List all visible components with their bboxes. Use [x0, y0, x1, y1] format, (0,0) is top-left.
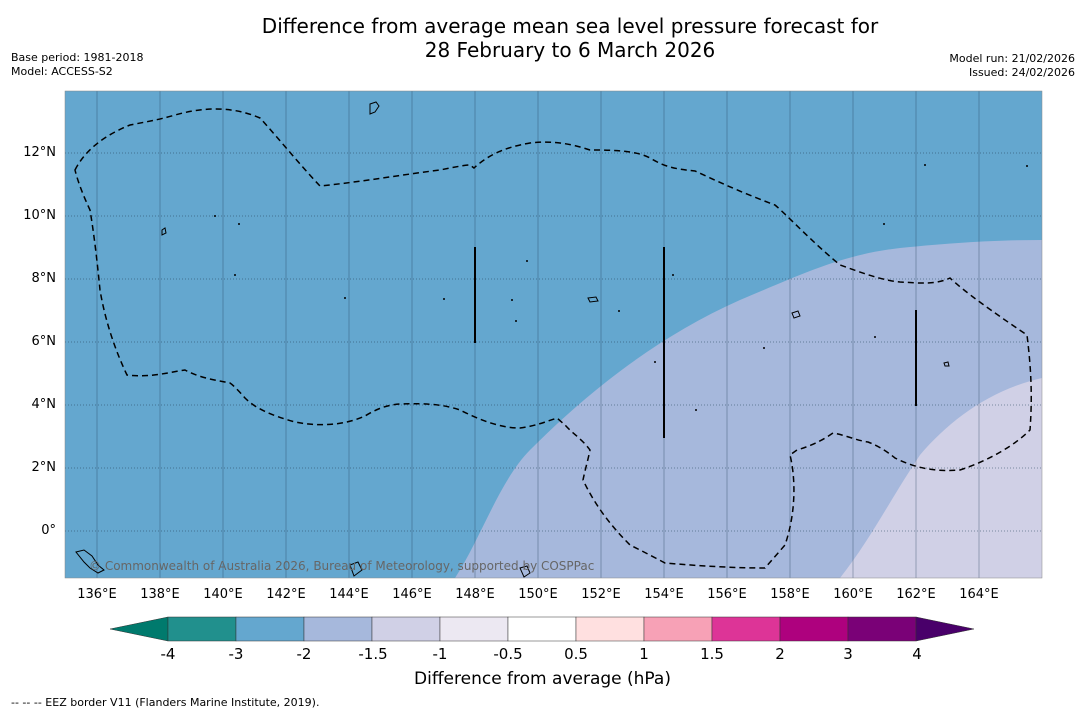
lon-tick-144e: 144°E — [329, 587, 369, 602]
lon-tick-138e: 138°E — [140, 587, 180, 602]
cbar-tick: -3 — [228, 645, 244, 663]
lon-tick-154e: 154°E — [644, 587, 684, 602]
lon-tick-136e: 136°E — [77, 587, 117, 602]
colorbar-segment — [643, 616, 713, 642]
chart-title: Difference from average mean sea level p… — [0, 14, 1085, 62]
parallel-lines — [65, 152, 1042, 532]
lon-tick-164e: 164°E — [959, 587, 999, 602]
lon-tick-148e: 148°E — [455, 587, 495, 602]
lat-tick-2n: 2°N — [31, 460, 57, 475]
lon-tick-152e: 152°E — [581, 587, 621, 602]
colorbar-extend-min — [109, 616, 169, 642]
lat-tick-0: 0° — [41, 523, 56, 538]
reef-markers — [474, 247, 917, 438]
lon-tick-150e: 150°E — [518, 587, 558, 602]
cbar-tick: 1 — [639, 645, 649, 663]
lon-tick-156e: 156°E — [707, 587, 747, 602]
colorbar-segment — [507, 616, 577, 642]
cbar-tick: -1.5 — [358, 645, 388, 663]
eez-legend-note: -- -- -- EEZ border V11 (Flanders Marine… — [11, 696, 320, 709]
base-period-text: Base period: 1981-2018 — [11, 51, 144, 64]
cbar-tick: 0.5 — [564, 645, 588, 663]
model-run-text: Model run: 21/02/2026 — [949, 52, 1075, 65]
colorbar-segment — [779, 616, 849, 642]
title-line-2: 28 February to 6 March 2026 — [424, 38, 716, 62]
colorbar-segment — [235, 616, 305, 642]
island-outlines — [75, 101, 950, 578]
cbar-tick: -1 — [432, 645, 448, 663]
cbar-tick: 4 — [912, 645, 922, 663]
cbar-tick: -4 — [160, 645, 176, 663]
lon-tick-160e: 160°E — [833, 587, 873, 602]
lon-tick-140e: 140°E — [203, 587, 243, 602]
cbar-tick: -2 — [296, 645, 312, 663]
colorbar-segment — [371, 616, 441, 642]
small-islets — [214, 164, 1028, 411]
lat-tick-10n: 10°N — [23, 208, 56, 223]
lon-tick-142e: 142°E — [266, 587, 306, 602]
cbar-tick: -0.5 — [493, 645, 523, 663]
cbar-tick: 3 — [843, 645, 853, 663]
colorbar-segment — [575, 616, 645, 642]
meta-left: Base period: 1981-2018 Model: ACCESS-S2 — [11, 51, 143, 79]
issued-text: Issued: 24/02/2026 — [968, 66, 1075, 79]
lat-tick-12n: 12°N — [23, 145, 56, 160]
colorbar-segment — [303, 616, 373, 642]
lon-tick-158e: 158°E — [770, 587, 810, 602]
map-plot-area — [65, 91, 1042, 578]
meta-right: Model run: 21/02/2026 Issued: 24/02/2026 — [949, 52, 1075, 80]
meridian-lines — [96, 91, 980, 578]
model-text: Model: ACCESS-S2 — [11, 65, 113, 78]
map-frame — [64, 90, 1043, 579]
cbar-tick: 2 — [775, 645, 785, 663]
copyright-notice: © Commonwealth of Australia 2026, Bureau… — [89, 559, 595, 573]
anomaly-region-minus-1.5-to-minus-2 — [455, 240, 1042, 578]
colorbar-segment — [439, 616, 509, 642]
anomaly-region-minus-1-to-minus-1.5 — [840, 378, 1042, 578]
lat-tick-4n: 4°N — [31, 397, 57, 412]
title-line-1: Difference from average mean sea level p… — [261, 14, 879, 38]
lon-tick-162e: 162°E — [896, 587, 936, 602]
colorbar — [109, 616, 975, 642]
lat-tick-6n: 6°N — [31, 334, 57, 349]
eez-border — [74, 108, 1032, 569]
lat-tick-8n: 8°N — [31, 271, 57, 286]
colorbar-segment — [167, 616, 237, 642]
cbar-tick: 1.5 — [700, 645, 724, 663]
colorbar-segment — [847, 616, 917, 642]
colorbar-title: Difference from average (hPa) — [414, 669, 671, 689]
colorbar-extend-max — [915, 616, 975, 642]
colorbar-segment — [711, 616, 781, 642]
lon-tick-146e: 146°E — [392, 587, 432, 602]
